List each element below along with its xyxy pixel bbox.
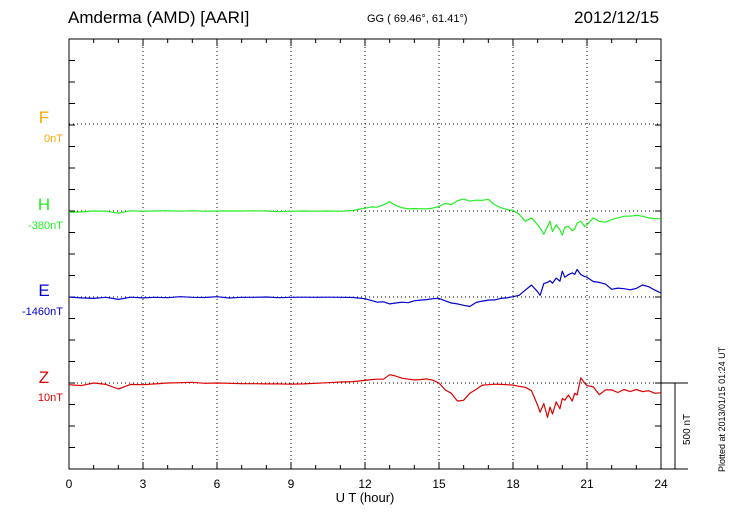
trace-h [68,198,661,236]
scale-bar: 500 nT [661,382,693,470]
vertical-gridlines [142,39,588,469]
x-tick-label: 15 [432,477,446,491]
x-tick-label: 12 [358,477,372,491]
channel-name-f: F [39,108,49,127]
x-tick-label: 18 [506,477,520,491]
x-tick-label: 24 [654,477,668,491]
channel-baseline-f: 0nT [44,133,63,145]
channel-baseline-e: -1460nT [22,306,63,318]
plot-date: 2012/12/15 [574,8,660,27]
x-tick-label: 9 [288,477,295,491]
horizontal-gridlines [69,123,661,384]
station-title: Amderma (AMD) [AARI] [68,8,250,27]
channel-baseline-h: -380nT [28,220,63,232]
x-tick-label: 21 [580,477,594,491]
x-tick-labels: 0 3 6 9 12 15 18 21 24 [66,477,668,491]
x-tick-label: 3 [140,477,147,491]
scale-bar-label: 500 nT [682,414,693,445]
x-tick-label: 6 [214,477,221,491]
x-tick-label: 0 [66,477,73,491]
x-axis-label: U T (hour) [336,490,395,505]
trace-e [68,268,662,308]
trace-z [68,374,662,418]
axis-ticks [68,38,662,470]
channel-name-z: Z [39,368,49,387]
channel-labels: F 0nT H -380nT E -1460nT Z 10nT [22,108,63,404]
channel-name-h: H [38,195,50,214]
channel-baseline-z: 10nT [38,392,63,404]
channel-name-e: E [38,281,49,300]
station-coordinates: GG ( 69.46°, 61.41°) [367,13,468,25]
series-traces [68,198,662,418]
